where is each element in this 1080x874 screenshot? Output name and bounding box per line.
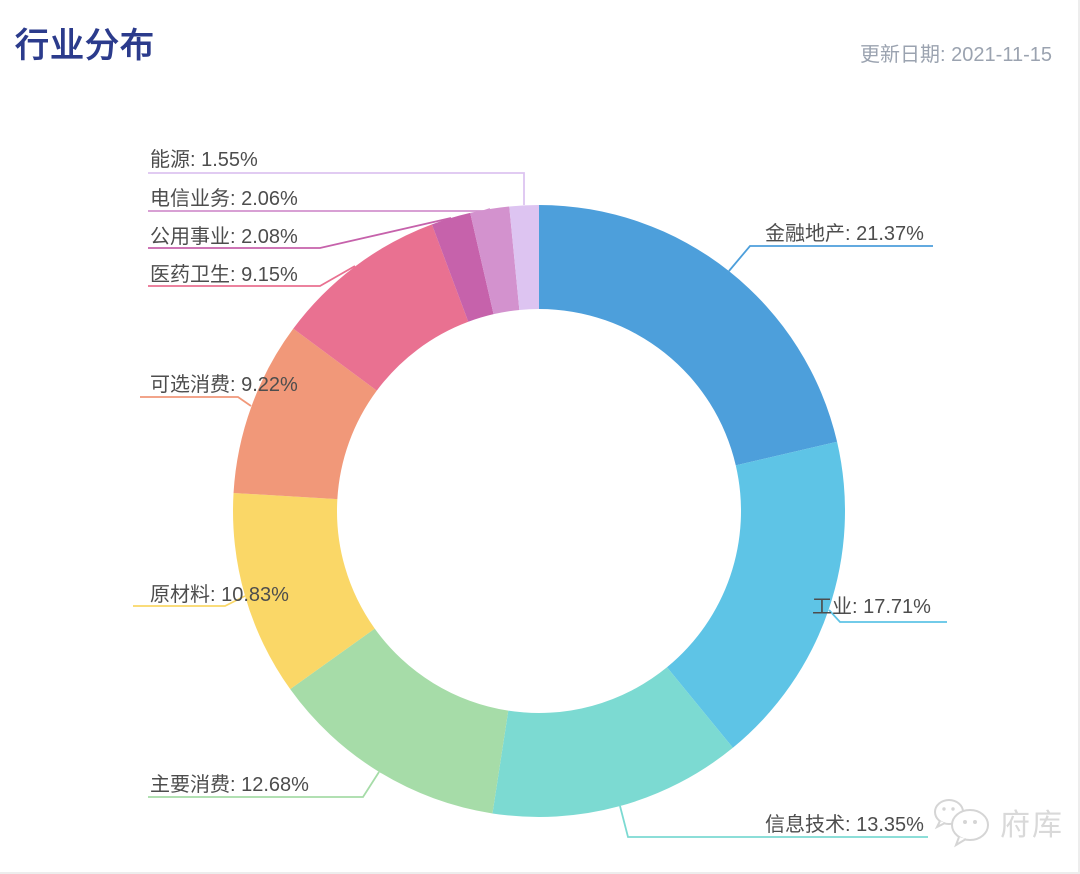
update-date: 更新日期: 2021-11-15 <box>860 38 1052 67</box>
slice-label-工业: 工业: 17.71% <box>812 595 931 618</box>
watermark: 府库 <box>932 796 1064 848</box>
pie-slice-公用事业[interactable] <box>431 212 494 322</box>
label-line-医药卫生 <box>148 265 356 287</box>
pie-slice-能源[interactable] <box>509 205 539 310</box>
pie-slice-金融地产[interactable] <box>539 205 838 466</box>
pie-slice-信息技术[interactable] <box>492 667 733 817</box>
label-line-原材料 <box>133 595 246 607</box>
slice-labels: 金融地产: 21.37% 工业: 17.71% 信息技术: 13.35% 主要消费: … <box>150 148 931 836</box>
pie-slice-主要消费[interactable] <box>290 628 509 814</box>
update-date-value: 2021-11-15 <box>951 44 1052 66</box>
slice-label-主要消费: 主要消费: 12.68% <box>150 773 309 796</box>
page-title: 行业分布 <box>15 27 155 65</box>
pie-slice-工业[interactable] <box>666 441 845 748</box>
slice-label-医药卫生: 医药卫生: 9.15% <box>150 263 298 286</box>
label-line-能源 <box>148 172 525 205</box>
label-line-信息技术 <box>619 805 928 838</box>
slice-label-可选消费: 可选消费: 9.22% <box>150 373 298 396</box>
pie-slice-可选消费[interactable] <box>233 328 377 500</box>
slice-label-金融地产: 金融地产: 21.37% <box>765 222 924 245</box>
slice-label-电信业务: 电信业务: 2.06% <box>150 187 298 210</box>
pie-slice-医药卫生[interactable] <box>293 224 469 391</box>
label-line-金融地产 <box>728 245 933 272</box>
slice-label-原材料: 原材料: 10.83% <box>150 583 289 606</box>
label-leader-lines <box>133 172 947 838</box>
label-line-公用事业 <box>148 217 452 249</box>
label-line-电信业务 <box>148 208 491 212</box>
slice-label-信息技术: 信息技术: 13.35% <box>765 813 924 836</box>
wechat-icon <box>934 799 989 848</box>
slice-label-能源: 能源: 1.55% <box>150 148 258 171</box>
label-line-可选消费 <box>140 396 252 407</box>
label-line-工业 <box>828 609 947 623</box>
pie-slice-电信业务[interactable] <box>470 206 520 315</box>
pie-slice-原材料[interactable] <box>233 492 375 690</box>
watermark-text: 府库 <box>1000 809 1064 842</box>
update-date-label: 更新日期: <box>860 44 946 66</box>
slice-label-公用事业: 公用事业: 2.08% <box>150 225 298 248</box>
label-line-主要消费 <box>148 771 380 798</box>
donut-slices <box>233 205 845 817</box>
